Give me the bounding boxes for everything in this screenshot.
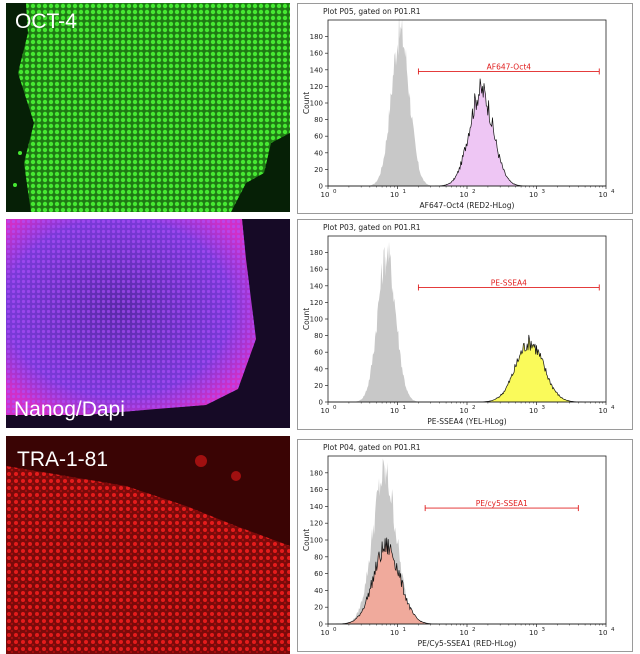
x-tick-exponent: 4 (611, 627, 615, 633)
y-tick-label: 80 (314, 553, 323, 561)
x-axis-label: AF647-Oct4 (RED2-HLog) (420, 201, 515, 210)
y-tick-label: 180 (310, 33, 323, 41)
chart-title: Plot P03, gated on P01.R1 (323, 223, 421, 232)
x-tick-label: 10 (460, 191, 469, 199)
x-tick-label: 10 (529, 191, 538, 199)
micrograph-oct4-image (6, 3, 290, 212)
y-tick-label: 60 (314, 349, 323, 357)
histogram-ssea4: Plot P03, gated on P01.R1020406080100120… (302, 223, 615, 426)
x-tick-exponent: 0 (333, 405, 337, 411)
x-tick-label: 10 (321, 407, 330, 415)
x-axis-label: PE/Cy5-SSEA1 (RED-HLog) (418, 639, 517, 648)
plot-frame (327, 235, 607, 403)
histogram-series-control (328, 241, 606, 402)
y-tick-label: 140 (310, 282, 323, 290)
y-tick-label: 0 (319, 183, 323, 191)
x-tick-label: 10 (599, 629, 608, 637)
x-tick-exponent: 0 (333, 627, 337, 633)
x-tick-exponent: 4 (611, 405, 615, 411)
x-tick-exponent: 1 (403, 405, 407, 411)
x-tick-exponent: 0 (333, 189, 337, 195)
x-axis-label: PE-SSEA4 (YEL-HLog) (427, 417, 507, 426)
x-tick-exponent: 1 (403, 627, 407, 633)
y-tick-label: 40 (314, 365, 323, 373)
y-tick-label: 80 (314, 116, 323, 124)
y-tick-label: 140 (310, 503, 323, 511)
x-tick-exponent: 2 (472, 627, 476, 633)
chart-title: Plot P05, gated on P01.R1 (323, 7, 421, 16)
y-tick-label: 140 (310, 66, 323, 74)
x-tick-label: 10 (529, 407, 538, 415)
micrograph-label-nanog: Nanog/Dapi (14, 398, 125, 421)
micrograph-label-oct4: OCT-4 (15, 10, 77, 33)
y-tick-label: 160 (310, 50, 323, 58)
y-axis-label: Count (302, 308, 311, 330)
y-tick-label: 20 (314, 166, 323, 174)
y-tick-label: 40 (314, 149, 323, 157)
x-tick-exponent: 3 (542, 189, 546, 195)
y-tick-label: 100 (310, 316, 323, 324)
x-tick-label: 10 (390, 407, 399, 415)
x-tick-exponent: 2 (472, 189, 476, 195)
y-tick-label: 0 (319, 399, 323, 407)
y-tick-label: 60 (314, 133, 323, 141)
histogram-oct4: Plot P05, gated on P01.R1020406080100120… (302, 7, 615, 210)
x-tick-label: 10 (390, 629, 399, 637)
y-axis-label: Count (302, 92, 311, 114)
gate-label: AF647-Oct4 (487, 62, 532, 71)
y-tick-label: 120 (310, 299, 323, 307)
y-axis-label: Count (302, 529, 311, 551)
x-tick-label: 10 (460, 407, 469, 415)
x-tick-label: 10 (321, 191, 330, 199)
histogram-ssea1: Plot P04, gated on P01.R1020406080100120… (302, 443, 615, 648)
x-tick-label: 10 (599, 407, 608, 415)
gate-label: PE/cy5-SSEA1 (476, 499, 528, 508)
micrograph-tra181-image (6, 436, 290, 654)
y-tick-label: 180 (310, 249, 323, 257)
micrograph-label-tra181: TRA-1-81 (17, 448, 109, 471)
chart-title: Plot P04, gated on P01.R1 (323, 443, 421, 452)
x-tick-label: 10 (460, 629, 469, 637)
micrograph-tra181: TRA-1-81 (6, 436, 290, 654)
histogram-panel-oct4: Plot P05, gated on P01.R1 0 20 40 60 80 100 120… (297, 3, 633, 214)
x-tick-exponent: 4 (611, 189, 615, 195)
micrograph-oct4: OCT-4 (6, 3, 290, 212)
y-tick-label: 100 (310, 100, 323, 108)
y-tick-label: 60 (314, 570, 323, 578)
y-tick-label: 20 (314, 382, 323, 390)
x-tick-exponent: 3 (542, 405, 546, 411)
micrograph-nanog: Nanog/Dapi (6, 219, 290, 428)
histogram-panel-ssea4: Plot P03, gated on P01.R1 0 20 40 60 80 100 120… (297, 219, 633, 430)
y-tick-label: 120 (310, 83, 323, 91)
y-tick-label: 160 (310, 266, 323, 274)
x-tick-exponent: 1 (403, 189, 407, 195)
y-tick-label: 40 (314, 587, 323, 595)
y-tick-label: 80 (314, 332, 323, 340)
histogram-series-control (328, 12, 606, 187)
micrograph-nanog-image (6, 219, 290, 428)
histogram-series-stained (328, 78, 606, 187)
gate-label: PE-SSEA4 (491, 278, 527, 287)
x-tick-label: 10 (599, 191, 608, 199)
x-tick-label: 10 (529, 629, 538, 637)
y-tick-label: 100 (310, 537, 323, 545)
y-tick-label: 20 (314, 604, 323, 612)
histogram-panel-ssea1: Plot P04, gated on P01.R1 0 20 40 60 80 100 120… (297, 439, 633, 652)
x-tick-exponent: 3 (542, 627, 546, 633)
x-tick-label: 10 (390, 191, 399, 199)
x-tick-exponent: 2 (472, 405, 476, 411)
y-tick-label: 180 (310, 469, 323, 477)
x-tick-label: 10 (321, 629, 330, 637)
y-tick-label: 160 (310, 486, 323, 494)
y-tick-label: 0 (319, 621, 323, 629)
y-tick-label: 120 (310, 520, 323, 528)
